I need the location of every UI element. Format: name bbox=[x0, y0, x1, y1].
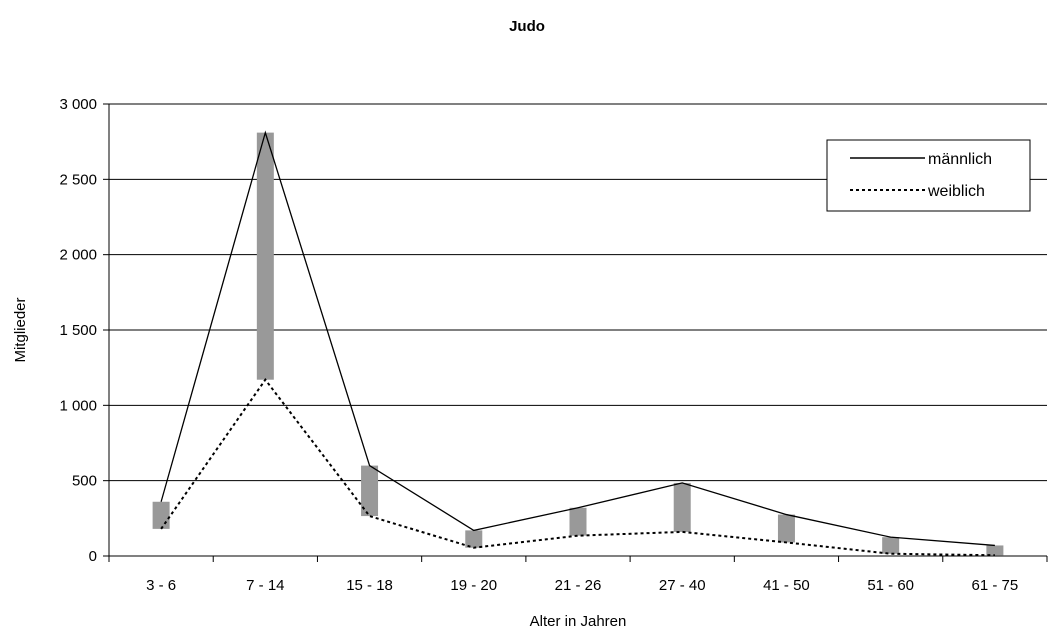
high-low-bar bbox=[673, 482, 691, 532]
high-low-bar bbox=[465, 530, 483, 548]
x-axis-ticks: 3 - 6 7 - 14 15 - 18 19 - 20 21 - 26 27 - 40 4… bbox=[108, 556, 1048, 594]
x-tick-label: 21 - 26 bbox=[555, 577, 602, 594]
high-low-bar bbox=[777, 514, 795, 543]
x-tick-label: 7 - 14 bbox=[246, 577, 284, 594]
y-tick-label: 2 000 bbox=[59, 247, 97, 264]
x-tick-label: 41 - 50 bbox=[763, 577, 810, 594]
legend-label-maennlich: männlich bbox=[928, 151, 992, 168]
x-tick-label: 19 - 20 bbox=[450, 577, 497, 594]
y-tick-label: 2 500 bbox=[59, 171, 97, 188]
y-tick-label: 0 bbox=[89, 548, 97, 565]
series-lines bbox=[160, 130, 995, 557]
high-low-bar bbox=[256, 132, 274, 380]
series-line-maennlich bbox=[160, 130, 995, 547]
x-tick-label: 3 - 6 bbox=[146, 577, 176, 594]
high-low-bar bbox=[986, 545, 1004, 556]
legend: männlich weiblich bbox=[826, 139, 1031, 212]
high-low-bar bbox=[361, 465, 379, 517]
y-tick-label: 3 000 bbox=[59, 96, 97, 113]
y-tick-label: 500 bbox=[72, 473, 97, 490]
x-tick-label: 61 - 75 bbox=[972, 577, 1019, 594]
x-axis-title: Alter in Jahren bbox=[530, 613, 627, 630]
x-tick-label: 51 - 60 bbox=[867, 577, 914, 594]
legend-label-weiblich: weiblich bbox=[927, 183, 985, 200]
chart-title: Judo bbox=[509, 18, 545, 35]
x-tick-label: 15 - 18 bbox=[346, 577, 393, 594]
y-tick-label: 1 000 bbox=[59, 397, 97, 414]
x-tick-label: 27 - 40 bbox=[659, 577, 706, 594]
high-low-bar bbox=[882, 537, 900, 554]
y-axis-title: Mitglieder bbox=[12, 297, 29, 362]
high-low-bar bbox=[152, 501, 170, 529]
y-axis-ticks: 0 500 1 000 1 500 2 000 2 500 3 000 bbox=[59, 96, 109, 565]
legend-box bbox=[826, 139, 1031, 212]
high-low-bar bbox=[569, 507, 587, 536]
y-tick-label: 1 500 bbox=[59, 322, 97, 339]
series-line-weiblich bbox=[160, 378, 995, 557]
